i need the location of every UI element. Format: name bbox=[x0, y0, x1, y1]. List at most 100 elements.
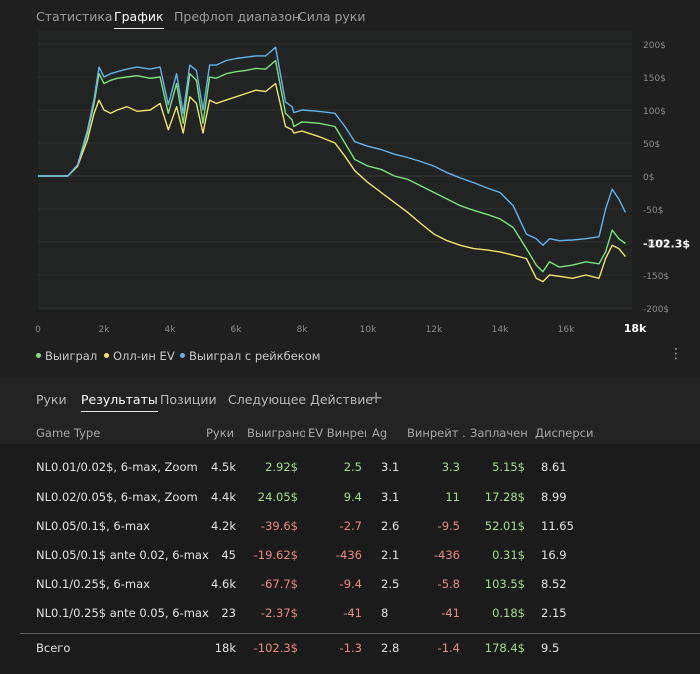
cell-ev-winrate: 9.4 bbox=[343, 490, 362, 504]
table-row[interactable]: NL0.1/0.25$ ante 0.05, 6-max 23 -2.37$ -41 8… bbox=[0, 606, 700, 634]
tab-preflop-range[interactable]: Префлоп диапазон bbox=[174, 9, 301, 24]
y-tick-label: -100$ bbox=[643, 239, 669, 249]
y-tick-label: 200$ bbox=[643, 41, 666, 51]
x-tick-label: 6k bbox=[231, 325, 243, 335]
x-tick-label: 8k bbox=[297, 325, 309, 335]
panel-header: Руки Результаты Позиции Следующее Действ… bbox=[0, 378, 700, 444]
cell-winrate: 11 bbox=[445, 490, 460, 504]
x-tick-label: 0 bbox=[35, 325, 41, 335]
results-panel: Руки Результаты Позиции Следующее Действ… bbox=[0, 378, 700, 674]
cell-won: -19.62$ bbox=[253, 548, 298, 562]
cell-ag: 2.1 bbox=[381, 548, 400, 562]
cell-dispersion: 8.99 bbox=[541, 490, 567, 504]
cell-winrate: -5.8 bbox=[437, 577, 460, 591]
plot-background bbox=[38, 30, 632, 310]
cell-hands: 4.5k bbox=[211, 460, 236, 474]
plus-icon[interactable]: + bbox=[369, 388, 384, 408]
col-winrate[interactable]: Винрейт ... bbox=[407, 426, 465, 440]
cell-ag: 8 bbox=[381, 606, 389, 620]
series-line-3 bbox=[38, 46, 627, 247]
x-tick-label: 14k bbox=[492, 325, 509, 335]
y-tick-label: 100$ bbox=[643, 107, 666, 117]
cell-won: -39.6$ bbox=[260, 519, 298, 533]
cell-winrate: -9.5 bbox=[437, 519, 460, 533]
y-tick-label: 50$ bbox=[643, 140, 660, 150]
cell-winrate: -41 bbox=[441, 606, 460, 620]
cell-paid: 103.5$ bbox=[484, 577, 525, 591]
total-divider bbox=[20, 633, 700, 634]
col-dispersion[interactable]: Дисперси... bbox=[535, 426, 595, 440]
cell-winrate: -1.4 bbox=[437, 641, 460, 655]
cell-dispersion: 8.52 bbox=[541, 577, 567, 591]
more-options-icon[interactable]: ⋮ bbox=[669, 346, 683, 362]
legend-item-allin-ev[interactable]: Олл-ин EV bbox=[104, 349, 175, 363]
cell-won: -2.37$ bbox=[260, 606, 298, 620]
y-tick-label: 0$ bbox=[643, 173, 654, 183]
cell-game-type: NL0.05/0.1$ ante 0.02, 6-max bbox=[36, 548, 209, 562]
tab-graph[interactable]: График bbox=[114, 9, 164, 29]
col-won[interactable]: Выиграно bbox=[247, 426, 305, 440]
cell-game-type: NL0.05/0.1$, 6-max bbox=[36, 519, 150, 533]
tab-positions[interactable]: Позиции bbox=[160, 392, 217, 407]
cell-ev-winrate: -2.7 bbox=[339, 519, 362, 533]
cell-hands: 4.4k bbox=[211, 490, 236, 504]
cell-game-type: NL0.01/0.02$, 6-max, Zoom bbox=[36, 460, 198, 474]
cell-hands: 4.6k bbox=[211, 577, 236, 591]
series-line-1 bbox=[38, 59, 626, 273]
cell-won: 24.05$ bbox=[257, 490, 298, 504]
cell-hands: 23 bbox=[221, 606, 236, 620]
table-row[interactable]: NL0.01/0.02$, 6-max, Zoom 4.5k 2.92$ 2.5 3.1… bbox=[0, 460, 700, 488]
cell-paid: 5.15$ bbox=[492, 460, 525, 474]
cell-ev-winrate: -41 bbox=[343, 606, 362, 620]
cell-winrate: -436 bbox=[433, 548, 460, 562]
cell-paid: 17.28$ bbox=[484, 490, 525, 504]
y-tick-label: -50$ bbox=[643, 206, 663, 216]
cell-won: -102.3$ bbox=[253, 641, 298, 655]
tab-hand-strength[interactable]: Сила руки bbox=[298, 9, 366, 24]
cell-dispersion: 16.9 bbox=[541, 548, 567, 562]
cell-ag: 3.1 bbox=[381, 490, 400, 504]
table-row[interactable]: NL0.05/0.1$ ante 0.02, 6-max 45 -19.62$ -43… bbox=[0, 548, 700, 576]
cell-ev-winrate: -9.4 bbox=[339, 577, 362, 591]
cell-game-type: NL0.02/0.05$, 6-max, Zoom bbox=[36, 490, 198, 504]
cell-dispersion: 11.65 bbox=[541, 519, 574, 533]
table-row[interactable]: NL0.1/0.25$, 6-max 4.6k -67.7$ -9.4 2.5 -5.8 1… bbox=[0, 577, 700, 605]
table-row[interactable]: NL0.05/0.1$, 6-max 4.2k -39.6$ -2.7 2.6 -9.5 5… bbox=[0, 519, 700, 547]
cell-dispersion: 2.15 bbox=[541, 606, 567, 620]
x-tick-label: 10k bbox=[360, 325, 377, 335]
col-paid[interactable]: Заплачен... bbox=[470, 426, 528, 440]
table-total-row[interactable]: Всего 18k -102.3$ -1.3 2.8 -1.4 178.4$ 9.5 bbox=[0, 641, 700, 669]
legend-item-won[interactable]: Выиграл bbox=[36, 349, 97, 363]
tab-next-action[interactable]: Следующее Действие bbox=[228, 392, 374, 407]
y-tick-label: -200$ bbox=[643, 305, 669, 315]
legend-dot-icon bbox=[104, 353, 109, 358]
col-game-type[interactable]: Game Type bbox=[36, 426, 101, 440]
y-tick-label: -150$ bbox=[643, 272, 669, 282]
x-tick-label: 16k bbox=[558, 325, 575, 335]
cell-paid: 0.31$ bbox=[492, 548, 525, 562]
cell-hands: 4.2k bbox=[211, 519, 236, 533]
cell-ag: 3.1 bbox=[381, 460, 400, 474]
cell-ag: 2.6 bbox=[381, 519, 400, 533]
legend-dot-icon bbox=[36, 353, 41, 358]
col-hands[interactable]: Руки bbox=[206, 426, 235, 440]
cell-game-type: NL0.1/0.25$, 6-max bbox=[36, 577, 150, 591]
legend-dot-icon bbox=[180, 353, 185, 358]
tab-hands[interactable]: Руки bbox=[36, 392, 67, 407]
tab-results[interactable]: Результаты bbox=[81, 392, 158, 412]
cell-dispersion: 9.5 bbox=[541, 641, 560, 655]
end-value-label: -102.3$ bbox=[643, 238, 690, 251]
cell-ag: 2.8 bbox=[381, 641, 400, 655]
cell-dispersion: 8.61 bbox=[541, 460, 567, 474]
cell-ev-winrate: 2.5 bbox=[343, 460, 362, 474]
x-tick-label: 12k bbox=[426, 325, 443, 335]
x-tick-label: 2k bbox=[99, 325, 111, 335]
cell-game-type: Всего bbox=[36, 641, 71, 655]
col-ag[interactable]: Ag bbox=[372, 426, 388, 440]
col-ev-winrate[interactable]: EV Винрейт bbox=[308, 426, 366, 440]
tab-statistics[interactable]: Статистика bbox=[36, 9, 113, 24]
legend-item-won-rakeback[interactable]: Выиграл с рейкбеком bbox=[180, 349, 320, 363]
table-row[interactable]: NL0.02/0.05$, 6-max, Zoom 4.4k 24.05$ 9.4 3.… bbox=[0, 490, 700, 518]
cell-paid: 0.18$ bbox=[492, 606, 525, 620]
chart-svg: 200$ 150$ 100$ 50$ 0$ -50$ -100$ -150$ -200$ 0 2k 4… bbox=[35, 30, 690, 335]
